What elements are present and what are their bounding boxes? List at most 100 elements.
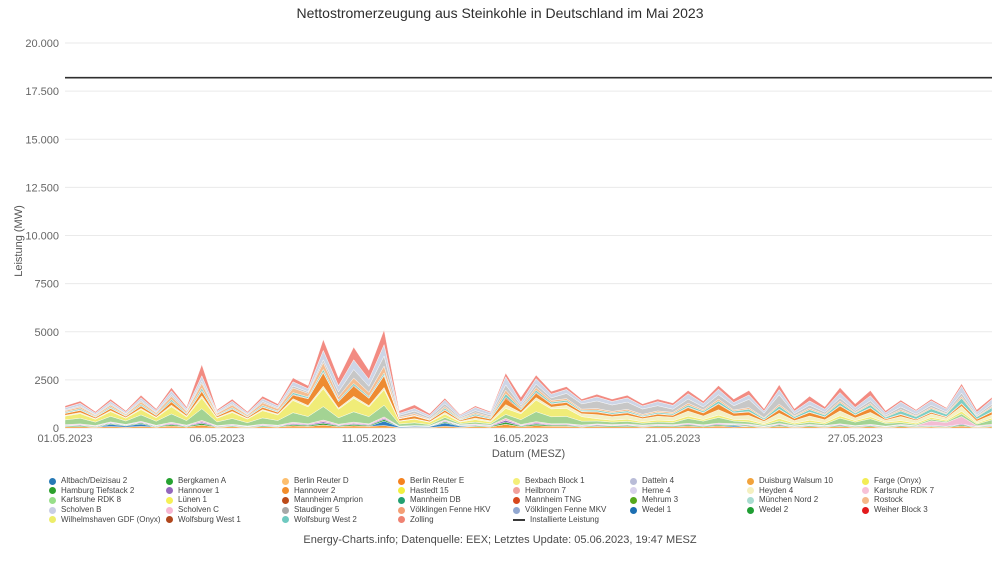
- legend-item-label: Völklingen Fenne HKV: [410, 505, 491, 515]
- legend-item-label: Scholven B: [61, 505, 102, 515]
- legend-dot-swatch: [398, 477, 405, 485]
- legend-item-mannheim-tng[interactable]: Mannheim TNG: [513, 495, 581, 505]
- legend-item-label: Altbach/Deizisau 2: [61, 476, 128, 485]
- legend-dot-swatch: [862, 496, 869, 504]
- legend-dot-swatch: [398, 506, 405, 514]
- legend-item-label: Installierte Leistung: [530, 514, 599, 524]
- y-tick-label: 12.500: [25, 182, 59, 194]
- area-layer-zolling-heilbronn-7-weiher-block-3: [64, 329, 993, 416]
- legend-dot-swatch: [282, 487, 289, 495]
- legend-dot-swatch: [166, 487, 173, 495]
- legend-item-mannheim-db[interactable]: Mannheim DB: [398, 495, 461, 505]
- legend-item-karlsruhe-rdk-8[interactable]: Karlsruhe RDK 8: [49, 495, 121, 505]
- legend-item-label: Berlin Reuter E: [410, 476, 465, 485]
- legend-item-label: Hannover 1: [178, 485, 220, 495]
- legend-item-weiher-block-3[interactable]: Weiher Block 3: [862, 505, 928, 515]
- legend-item-label: Duisburg Walsum 10: [759, 476, 833, 485]
- legend-item-hannover-1[interactable]: Hannover 1: [166, 486, 219, 496]
- legend-item-berlin-reuter-d[interactable]: Berlin Reuter D: [282, 476, 349, 486]
- legend-item-herne-4[interactable]: Herne 4: [630, 486, 670, 496]
- legend-item-label: Wolfsburg West 2: [294, 514, 357, 524]
- legend-item-label: Mehrum 3: [642, 495, 679, 505]
- legend-item-karlsruhe-rdk-7[interactable]: Karlsruhe RDK 7: [862, 486, 934, 496]
- legend-item-label: Mannheim DB: [410, 495, 461, 505]
- legend-dot-swatch: [398, 496, 405, 504]
- x-tick-label: 11.05.2023: [342, 433, 396, 445]
- chart-title: Nettostromerzeugung aus Steinkohle in De…: [296, 5, 704, 21]
- y-tick-label: 0: [53, 423, 59, 435]
- y-tick-label: 20.000: [25, 38, 59, 50]
- legend-dot-swatch: [513, 487, 520, 495]
- legend-dot-swatch: [49, 506, 56, 514]
- legend-line-swatch: [513, 518, 525, 521]
- legend-item-zolling[interactable]: Zolling: [398, 515, 434, 525]
- legend-item-heyden-4[interactable]: Heyden 4: [747, 486, 793, 496]
- legend-item-installierte-leistung[interactable]: Installierte Leistung: [513, 515, 599, 525]
- legend-dot-swatch: [630, 477, 637, 485]
- stacked-area-plot: 20.000 17.500 15.000 12.500 10.000 7500 5000 25…: [25, 38, 993, 445]
- legend-item-scholven-c[interactable]: Scholven C: [166, 505, 219, 515]
- legend-item-wilhelmshaven-gdf-onyx[interactable]: Wilhelmshaven GDF (Onyx): [49, 515, 161, 525]
- legend-item-wedel-2[interactable]: Wedel 2: [747, 505, 788, 515]
- legend-item-mehrum-3[interactable]: Mehrum 3: [630, 495, 678, 505]
- legend-dot-swatch: [747, 487, 754, 495]
- legend-item-hastedt-15[interactable]: Hastedt 15: [398, 486, 449, 496]
- legend-item-heilbronn-7[interactable]: Heilbronn 7: [513, 486, 566, 496]
- legend-item-rostock[interactable]: Rostock: [862, 495, 903, 505]
- legend-item-v-lklingen-fenne-mkv[interactable]: Völklingen Fenne MKV: [513, 505, 606, 515]
- legend-item-mannheim-amprion[interactable]: Mannheim Amprion: [282, 495, 363, 505]
- legend-item-wedel-1[interactable]: Wedel 1: [630, 505, 671, 515]
- legend-dot-swatch: [282, 516, 289, 524]
- legend-item-label: Heyden 4: [759, 485, 794, 495]
- chart-legend: Altbach/Deizisau 2 Hamburg Tiefstack 2 Kar…: [0, 476, 1000, 528]
- legend-dot-swatch: [630, 496, 637, 504]
- legend-item-altbach-deizisau-2[interactable]: Altbach/Deizisau 2: [49, 476, 127, 486]
- legend-dot-swatch: [747, 477, 754, 485]
- legend-item-bexbach-block-1[interactable]: Bexbach Block 1: [513, 476, 585, 486]
- legend-dot-swatch: [862, 506, 869, 514]
- x-axis-title: Datum (MESZ): [491, 448, 566, 460]
- legend-item-label: Bexbach Block 1: [525, 476, 585, 485]
- y-tick-label: 2500: [35, 375, 59, 387]
- y-tick-label: 15.000: [25, 134, 59, 146]
- legend-item-staudinger-5[interactable]: Staudinger 5: [282, 505, 339, 515]
- legend-item-m-nchen-nord-2[interactable]: München Nord 2: [747, 495, 818, 505]
- legend-item-hannover-2[interactable]: Hannover 2: [282, 486, 335, 496]
- legend-dot-swatch: [282, 477, 289, 485]
- legend-item-wolfsburg-west-2[interactable]: Wolfsburg West 2: [282, 515, 357, 525]
- legend-item-label: Karlsruhe RDK 8: [61, 495, 122, 505]
- y-axis-title: Leistung (MW): [13, 205, 25, 277]
- legend-item-v-lklingen-fenne-hkv[interactable]: Völklingen Fenne HKV: [398, 505, 491, 515]
- legend-item-bergkamen-a[interactable]: Bergkamen A: [166, 476, 226, 486]
- legend-dot-swatch: [630, 487, 637, 495]
- y-tick-label: 17.500: [25, 86, 59, 98]
- legend-item-label: Heilbronn 7: [525, 485, 566, 495]
- legend-item-label: Wilhelmshaven GDF (Onyx): [61, 514, 161, 524]
- legend-item-farge-onyx[interactable]: Farge (Onyx): [862, 476, 921, 486]
- legend-item-label: München Nord 2: [759, 495, 819, 505]
- legend-dot-swatch: [747, 506, 754, 514]
- legend-dot-swatch: [49, 487, 56, 495]
- legend-item-label: Mannheim Amprion: [294, 495, 363, 505]
- legend-dot-swatch: [49, 516, 56, 524]
- y-tick-label: 7500: [35, 279, 59, 291]
- legend-item-scholven-b[interactable]: Scholven B: [49, 505, 101, 515]
- legend-item-wolfsburg-west-1[interactable]: Wolfsburg West 1: [166, 515, 241, 525]
- legend-item-label: Wedel 1: [642, 505, 672, 515]
- legend-dot-swatch: [166, 477, 173, 485]
- legend-item-label: Bergkamen A: [178, 476, 227, 485]
- legend-item-label: Rostock: [874, 495, 903, 505]
- legend-item-berlin-reuter-e[interactable]: Berlin Reuter E: [398, 476, 464, 486]
- legend-item-label: Datteln 4: [642, 476, 675, 485]
- x-tick-label: 06.05.2023: [189, 433, 244, 445]
- legend-item-label: Wedel 2: [759, 505, 789, 515]
- legend-item-l-nen-1[interactable]: Lünen 1: [166, 495, 207, 505]
- legend-item-duisburg-walsum-10[interactable]: Duisburg Walsum 10: [747, 476, 833, 486]
- legend-dot-swatch: [49, 477, 56, 485]
- legend-dot-swatch: [166, 496, 173, 504]
- legend-item-label: Völklingen Fenne MKV: [525, 505, 607, 515]
- legend-item-label: Weiher Block 3: [874, 505, 928, 515]
- legend-item-datteln-4[interactable]: Datteln 4: [630, 476, 674, 486]
- legend-item-hamburg-tiefstack-2[interactable]: Hamburg Tiefstack 2: [49, 486, 134, 496]
- attribution-footer: Energy-Charts.info; Datenquelle: EEX; Le…: [303, 534, 697, 546]
